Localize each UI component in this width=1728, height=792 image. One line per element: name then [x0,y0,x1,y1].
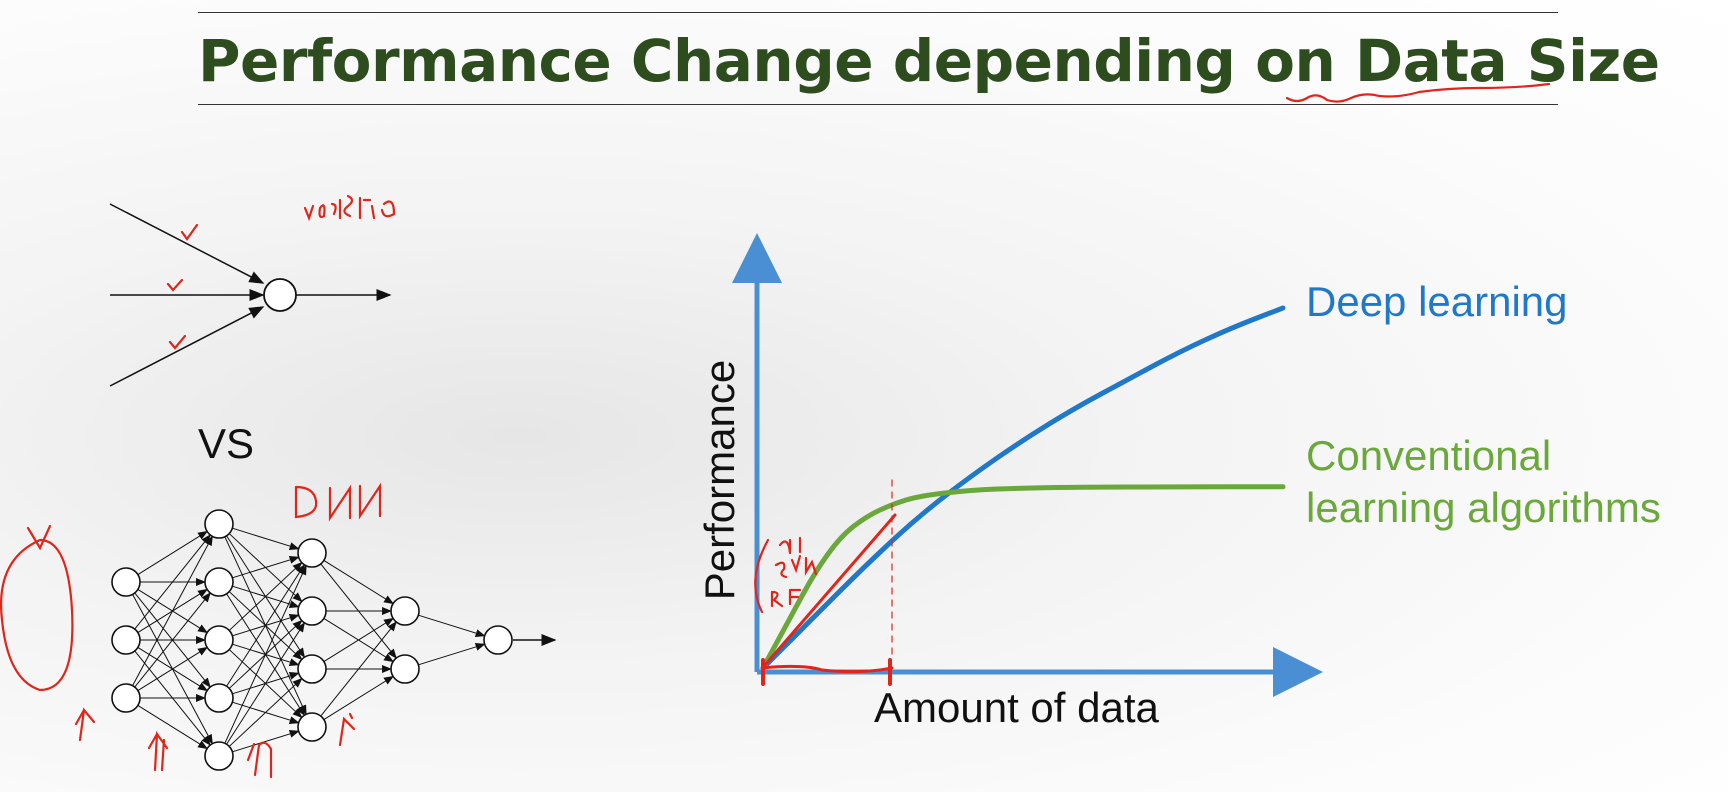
underline-scribble [1285,82,1551,103]
dnn-node [297,538,327,568]
dnn-node [390,596,420,626]
dnn-edge [418,614,486,637]
dnn-node [204,741,234,771]
dnn-edge [418,643,486,666]
title-top-rule [198,12,1558,13]
arrow-mark [147,730,169,772]
chart-axes [732,233,1323,697]
dnn-edge [232,556,300,579]
arrow-mark [74,707,96,742]
dnn-edge [232,527,300,550]
dnn-node [204,509,234,539]
logistic-note [303,194,396,222]
input-edge [109,203,265,284]
dnn-edge [228,677,303,747]
dnn-edge [137,646,208,692]
deep-learning-line [760,305,1286,671]
dnn-node [111,567,141,597]
input-edge [109,306,265,387]
dnn-node [297,654,327,684]
dnn-node [204,567,234,597]
legend-conventional: Conventional learning algorithms [1306,430,1661,534]
arrow-mark [246,741,273,779]
dnn-edge [323,617,394,663]
chart-series [760,305,1286,671]
dnn-edge [132,535,213,686]
dnn-edge [323,559,394,605]
title-bottom-rule [198,104,1558,105]
dnn-edge [228,561,303,631]
tick-mark [26,524,52,551]
legend-deep-learning: Deep learning [1306,278,1568,325]
title-block: Performance Change depending on Data Siz… [198,12,1660,105]
legend-conventional-line-2: learning algorithms [1306,484,1661,531]
single-neuron-diagram [109,203,392,387]
nn-trend-line [763,513,897,667]
dnn-node [297,596,327,626]
legend-conventional-line-1: Conventional [1306,432,1552,479]
dnn-node [390,654,420,684]
dnn-node [204,625,234,655]
arrow-mark [338,712,356,747]
vs-label: VS [198,420,255,467]
neuron-node [263,278,297,312]
dnn-node [297,712,327,742]
check-marks [166,223,199,350]
dnn-node [204,683,234,713]
nn-svm-rf-note [754,536,818,614]
dnn-diagram [111,509,513,771]
slide-title: Performance Change depending on Data Siz… [198,27,1660,95]
dnn-edge [320,621,397,717]
dnn-note [294,482,382,522]
dnn-edge [323,675,394,721]
y-axis-label: Performance [696,359,743,601]
dnn-edge [137,530,208,576]
dnn-edge [226,563,305,687]
input-circle-mark [0,538,74,692]
dnn-edge [134,534,211,630]
dnn-edge [232,730,300,753]
dnn-edge [224,564,307,744]
handwritten-annotations [0,82,1551,779]
dnn-node [111,625,141,655]
dnn-edge [226,621,305,745]
dnn-node [483,625,513,655]
conventional-line [760,484,1286,671]
range-bracket [760,664,894,674]
dnn-edge [137,704,208,750]
dnn-node [111,683,141,713]
x-axis-label: Amount of data [874,684,1159,731]
dnn-edge [134,592,211,688]
